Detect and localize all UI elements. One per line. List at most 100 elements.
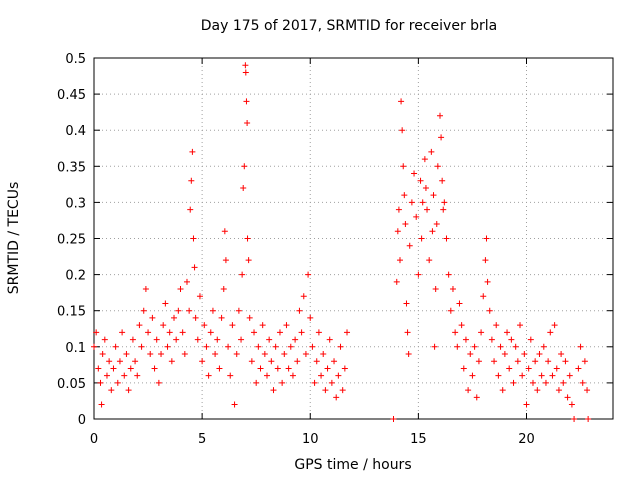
data-point <box>287 343 294 350</box>
data-point <box>231 401 238 408</box>
data-point <box>433 221 440 228</box>
data-point <box>147 351 154 358</box>
data-point <box>415 271 422 278</box>
data-point <box>151 365 158 372</box>
data-point <box>401 192 408 199</box>
data-point <box>168 358 175 365</box>
data-point <box>473 394 480 401</box>
data-point <box>339 387 346 394</box>
data-point <box>536 351 543 358</box>
data-point <box>212 351 219 358</box>
data-point <box>110 365 117 372</box>
data-point <box>579 379 586 386</box>
data-point <box>335 372 342 379</box>
data-point <box>216 365 223 372</box>
data-point <box>434 163 441 170</box>
data-point <box>333 394 340 401</box>
y-tick-label: 0 <box>78 413 86 428</box>
data-point <box>255 343 262 350</box>
y-tick-label: 0.4 <box>65 124 86 139</box>
data-point <box>399 127 406 134</box>
data-point <box>549 372 556 379</box>
data-point <box>136 322 143 329</box>
data-point <box>542 379 549 386</box>
data-point <box>538 372 545 379</box>
data-point <box>393 278 400 285</box>
data-point <box>177 286 184 293</box>
data-point <box>281 351 288 358</box>
data-point <box>187 206 194 213</box>
data-point <box>540 343 547 350</box>
data-point <box>189 148 196 155</box>
data-point <box>452 329 459 336</box>
data-point <box>221 228 228 235</box>
data-point <box>551 322 558 329</box>
data-point <box>499 387 506 394</box>
y-tick-label: 0.5 <box>65 52 86 67</box>
data-point <box>302 351 309 358</box>
data-point <box>440 206 447 213</box>
data-point <box>394 228 401 235</box>
data-point <box>205 372 212 379</box>
data-point <box>307 314 314 321</box>
data-point <box>153 336 160 343</box>
data-point <box>318 372 325 379</box>
data-point <box>564 394 571 401</box>
data-point <box>145 329 152 336</box>
data-point <box>517 322 524 329</box>
data-point <box>116 358 123 365</box>
x-tick-label: 10 <box>302 432 319 447</box>
data-point <box>240 184 247 191</box>
data-point <box>259 322 266 329</box>
data-point <box>138 343 145 350</box>
data-point <box>274 365 281 372</box>
data-point <box>264 372 270 379</box>
data-point <box>101 336 108 343</box>
data-point <box>309 343 316 350</box>
data-point <box>437 112 443 119</box>
axis-tick-labels: 0 5 10 15 20 0 0.05 0.1 0.15 0.2 0.25 0.3 0.35 0.4 0.4… <box>57 52 535 447</box>
data-point <box>253 379 260 386</box>
data-point <box>106 358 113 365</box>
data-point <box>188 177 195 184</box>
data-point <box>344 329 351 336</box>
data-point <box>315 329 322 336</box>
data-point <box>581 358 588 365</box>
data-point <box>398 98 405 105</box>
data-point <box>99 351 106 358</box>
data-point <box>181 351 188 358</box>
data-point <box>123 351 130 358</box>
data-point <box>125 387 132 394</box>
data-point <box>149 314 156 321</box>
data-point <box>506 365 513 372</box>
data-point <box>460 365 467 372</box>
data-point <box>207 329 214 336</box>
data-point <box>251 329 258 336</box>
data-point <box>194 336 201 343</box>
data-point <box>478 329 485 336</box>
data-point <box>229 322 236 329</box>
data-point <box>469 372 476 379</box>
data-point <box>218 314 225 321</box>
data-point <box>173 336 180 343</box>
data-point <box>488 336 495 343</box>
data-point <box>201 322 208 329</box>
y-tick-label: 0.3 <box>65 196 86 211</box>
data-point <box>512 343 519 350</box>
data-point <box>95 365 102 372</box>
data-point <box>560 379 567 386</box>
data-point <box>424 206 431 213</box>
data-point <box>562 358 569 365</box>
data-point <box>242 69 249 76</box>
data-point <box>160 322 167 329</box>
y-axis-label: SRMTID / TECUs <box>6 182 22 295</box>
data-point <box>199 358 206 365</box>
y-tick-label: 0.25 <box>57 233 86 248</box>
data-point <box>501 351 508 358</box>
data-point <box>430 192 437 199</box>
x-tick-label: 15 <box>410 432 427 447</box>
data-point <box>108 387 115 394</box>
data-point <box>426 257 433 264</box>
data-point <box>298 329 305 336</box>
data-point <box>313 358 320 365</box>
